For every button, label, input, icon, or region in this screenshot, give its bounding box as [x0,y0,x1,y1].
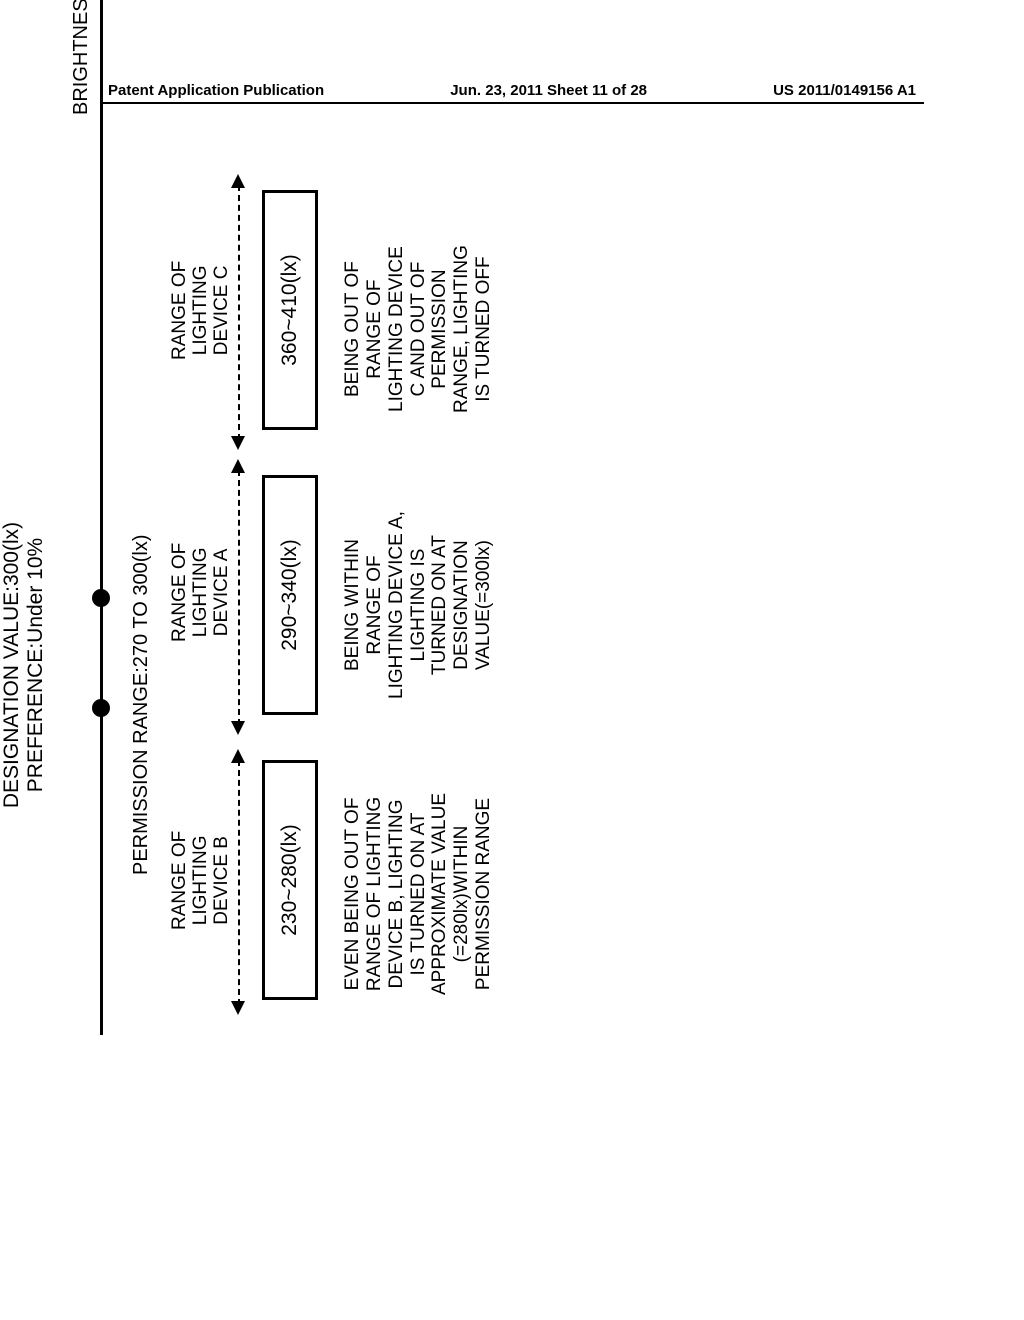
header-right: US 2011/0149156 A1 [773,82,916,99]
label-line: RANGE OF [170,261,191,360]
device-c-range-label: RANGE OF LIGHTING DEVICE C [170,261,233,360]
label-line: DEVICE C [212,261,233,360]
device-c-range-box: 360~410(lx) [262,190,318,430]
page-header: Patent Application Publication Jun. 23, … [0,82,1024,99]
device-c-range-value: 360~410(lx) [278,254,302,366]
outcome-line: IS TURNED OFF [473,245,495,413]
permission-dot-start [92,699,110,717]
arrow-left-icon [231,436,245,450]
arrow-left-icon [231,1001,245,1015]
designation-block: DESIGNATION VALUE:300(lx) PREFERENCE:Und… [0,522,48,808]
label-line: LIGHTING [191,831,212,930]
outcome-line: (=280lx)WITHIN [451,793,473,995]
header-left: Patent Application Publication [108,82,324,99]
outcome-line: RANGE, LIGHTING [451,245,473,413]
label-line: DEVICE B [212,831,233,930]
outcome-line: PERMISSION [429,245,451,413]
arrow-right-icon [231,459,245,473]
brightness-axis [100,0,103,1035]
outcome-line: APPROXIMATE VALUE [429,793,451,995]
device-b-outcome: EVEN BEING OUT OF RANGE OF LIGHTING DEVI… [342,793,495,995]
label-line: LIGHTING [191,543,212,642]
label-line: RANGE OF [170,543,191,642]
device-b-range-box: 230~280(lx) [262,760,318,1000]
designation-value: DESIGNATION VALUE:300(lx) [0,522,24,808]
device-b-range-span [238,760,240,1005]
label-line: RANGE OF [170,831,191,930]
device-b-range-value: 230~280(lx) [278,824,302,936]
outcome-line: TURNED ON AT [429,511,451,699]
permission-range-label: PERMISSION RANGE:270 TO 300(lx) [130,535,153,875]
arrow-right-icon [231,174,245,188]
device-a-range-label: RANGE OF LIGHTING DEVICE A [170,543,233,642]
outcome-line: IS TURNED ON AT [408,793,430,995]
arrow-left-icon [231,721,245,735]
outcome-line: LIGHTING DEVICE [386,245,408,413]
outcome-line: LIGHTING DEVICE A, [386,511,408,699]
header-center: Jun. 23, 2011 Sheet 11 of 28 [450,82,647,99]
arrow-right-icon [231,749,245,763]
brightness-axis-label: BRIGHTNESS(lx) [70,0,93,115]
device-b-range-label: RANGE OF LIGHTING DEVICE B [170,831,233,930]
device-a-range-value: 290~340(lx) [278,539,302,651]
outcome-line: LIGHTING IS [408,511,430,699]
device-a-outcome: BEING WITHIN RANGE OF LIGHTING DEVICE A,… [342,511,495,699]
outcome-line: BEING WITHIN [342,511,364,699]
device-c-range-span [238,185,240,440]
outcome-line: C AND OUT OF [408,245,430,413]
outcome-line: RANGE OF LIGHTING [364,793,386,995]
label-line: DEVICE A [212,543,233,642]
device-c-outcome: BEING OUT OF RANGE OF LIGHTING DEVICE C … [342,245,495,413]
figure-12: FIG. 12 DESIGNATION VALUE:300(lx) PREFER… [0,295,1024,1035]
outcome-line: RANGE OF [364,245,386,413]
device-a-range-box: 290~340(lx) [262,475,318,715]
device-a-range-span [238,470,240,725]
label-line: LIGHTING [191,261,212,360]
outcome-line: DESIGNATION [451,511,473,699]
outcome-line: RANGE OF [364,511,386,699]
permission-dot-end [92,589,110,607]
preference-value: PREFERENCE:Under 10% [24,522,48,808]
outcome-line: VALUE(=300lx) [473,511,495,699]
outcome-line: PERMISSION RANGE [473,793,495,995]
outcome-line: DEVICE B, LIGHTING [386,793,408,995]
outcome-line: BEING OUT OF [342,245,364,413]
header-rule [100,102,924,104]
outcome-line: EVEN BEING OUT OF [342,793,364,995]
